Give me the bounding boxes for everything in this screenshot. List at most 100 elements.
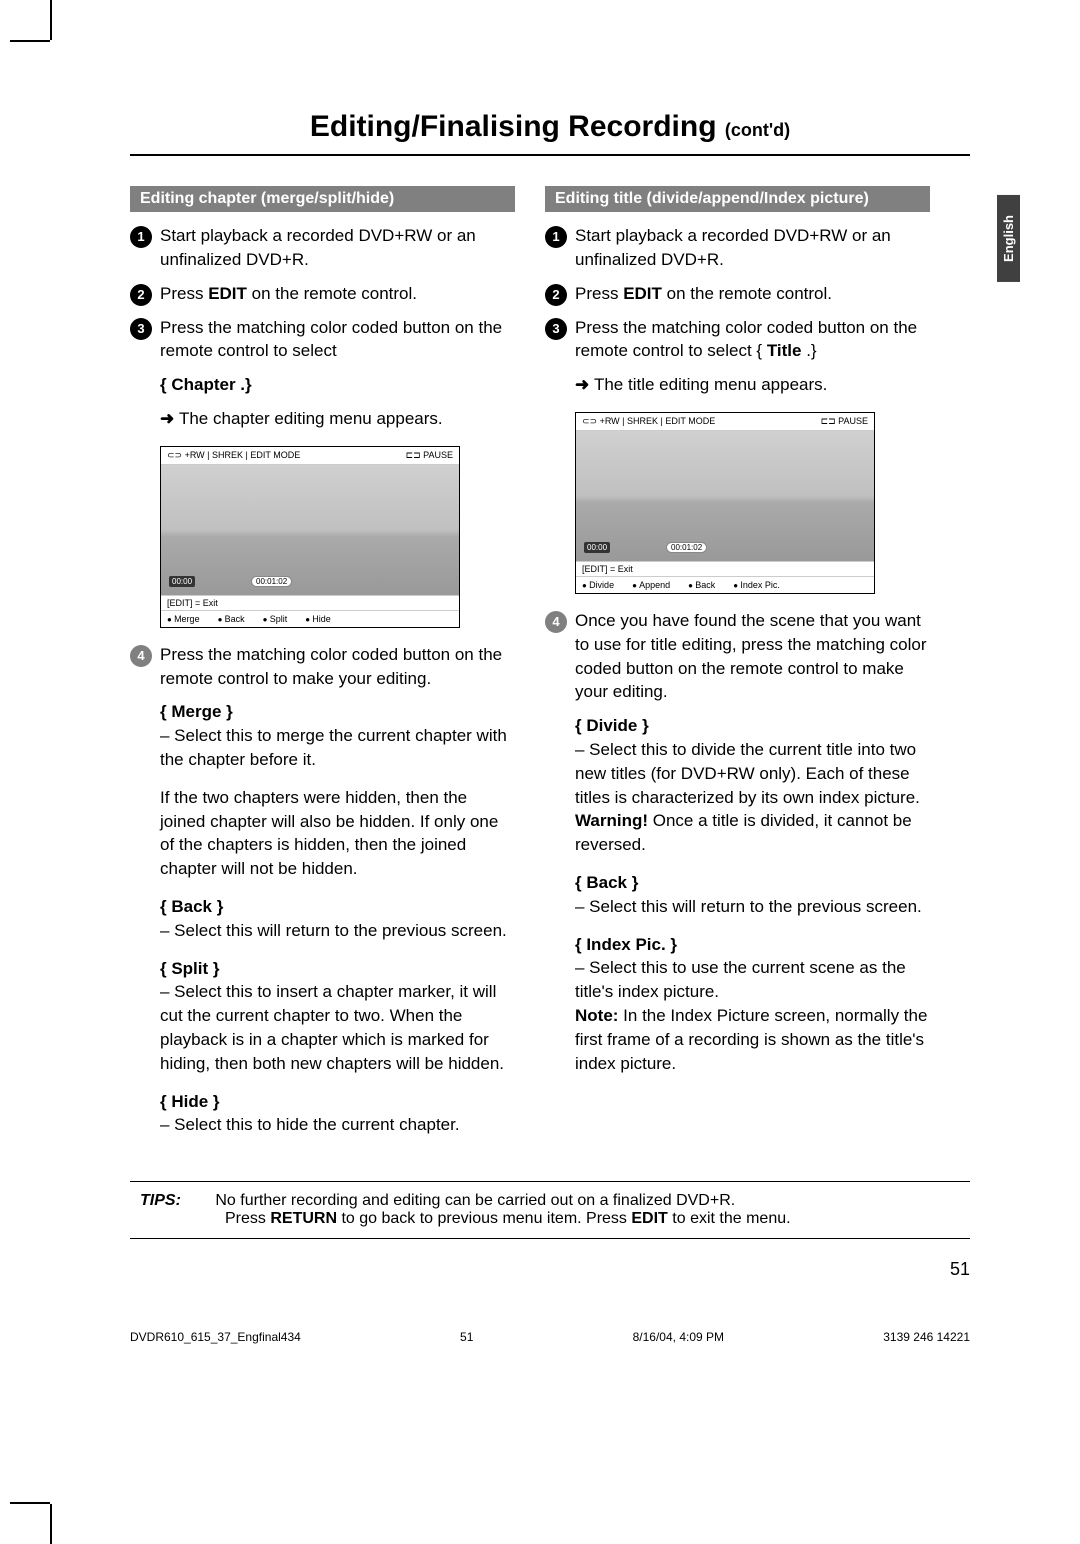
tips-line2: Press RETURN to go back to previous menu… (225, 1210, 791, 1228)
ss-header-right: ⊏⊐ PAUSE (406, 450, 453, 461)
left-column: Editing chapter (merge/split/hide) 1 Sta… (130, 186, 515, 1151)
index-note-bold: Note: (575, 1006, 618, 1025)
tips-box: TIPS: No further recording and editing c… (130, 1181, 970, 1239)
arrow-icon: ➜ (160, 409, 179, 428)
right-step3-post: .} (801, 341, 816, 360)
ss-btn-back-r: Back (688, 580, 715, 590)
left-step-2: 2 Press EDIT on the remote control. (130, 282, 515, 306)
left-step-1: 1 Start playback a recorded DVD+RW or an… (130, 224, 515, 272)
hide-label: { Hide } (160, 1090, 515, 1114)
ss-header-left: ⊂⊃ +RW | SHREK | EDIT MODE (167, 450, 300, 461)
page-number: 51 (50, 1259, 970, 1280)
left-split-block: { Split } – Select this to insert a chap… (160, 957, 515, 1076)
left-step-4: 4 Press the matching color coded button … (130, 643, 515, 691)
right-screenshot: ⊂⊃ +RW | SHREK | EDIT MODE ⊏⊐ PAUSE 00:0… (575, 412, 875, 594)
left-step2-post: on the remote control. (247, 284, 417, 303)
step-number-2-icon: 2 (130, 284, 152, 306)
index-text: – Select this to use the current scene a… (575, 956, 930, 1004)
back-text-left: – Select this will return to the previou… (160, 919, 515, 943)
step-number-2-icon-r: 2 (545, 284, 567, 306)
divide-label: { Divide } (575, 714, 930, 738)
right-step2-bold: EDIT (623, 284, 662, 303)
left-step-2-text: Press EDIT on the remote control. (160, 282, 515, 306)
right-step-2-text: Press EDIT on the remote control. (575, 282, 930, 306)
right-step2-pre: Press (575, 284, 623, 303)
left-step-3-text: Press the matching color coded button on… (160, 316, 515, 364)
right-step2-post: on the remote control. (662, 284, 832, 303)
right-step-4-text: Once you have found the scene that you w… (575, 609, 930, 704)
right-step3-pre: Press the matching color coded button on… (575, 318, 917, 361)
back-text-right: – Select this will return to the previou… (575, 895, 930, 919)
ss-buttons-r: Divide Append Back Index Pic. (576, 576, 874, 593)
right-step-3-text: Press the matching color coded button on… (575, 316, 930, 364)
tips-line2-mid: to go back to previous menu item. Press (337, 1210, 631, 1227)
arrow-icon-r: ➜ (575, 375, 594, 394)
ss-time2-r: 00:01:02 (666, 542, 707, 553)
left-back-block: { Back } – Select this will return to th… (160, 895, 515, 943)
tips-line2-post: to exit the menu. (668, 1210, 791, 1227)
left-section-header: Editing chapter (merge/split/hide) (130, 186, 515, 212)
language-tab: English (997, 195, 1020, 282)
index-note: Note: In the Index Picture screen, norma… (575, 1004, 930, 1075)
right-step-3: 3 Press the matching color coded button … (545, 316, 930, 364)
tips-line1: No further recording and editing can be … (215, 1192, 735, 1209)
merge-label: { Merge } (160, 700, 515, 724)
tips-line2-pre: Press (225, 1210, 270, 1227)
step-number-1-icon: 1 (130, 226, 152, 248)
tips-line2-bold2: EDIT (631, 1210, 667, 1227)
index-label: { Index Pic. } (575, 933, 930, 957)
step-number-4-icon-r: 4 (545, 611, 567, 633)
ss-exit: [EDIT] = Exit (161, 595, 459, 610)
tips-label: TIPS: (140, 1192, 181, 1209)
left-step3-option: { Chapter .} (160, 373, 515, 397)
step-number-3-icon-r: 3 (545, 318, 567, 340)
ss-exit-r: [EDIT] = Exit (576, 561, 874, 576)
left-step3-result-text: The chapter editing menu appears. (179, 409, 443, 428)
ss-btn-split: Split (263, 614, 288, 624)
divide-warn-bold: Warning! (575, 811, 648, 830)
ss-time1-r: 00:00 (584, 542, 610, 553)
left-hide-block: { Hide } – Select this to hide the curre… (160, 1090, 515, 1138)
right-step3-bold: Title (767, 341, 802, 360)
ss-btn-merge: Merge (167, 614, 200, 624)
ss-time1: 00:00 (169, 576, 195, 587)
step-number-4-icon: 4 (130, 645, 152, 667)
ss-btn-hide: Hide (305, 614, 331, 624)
ss-buttons: Merge Back Split Hide (161, 610, 459, 627)
footer-left: DVDR610_615_37_Engfinal434 (130, 1330, 301, 1344)
merge-text: – Select this to merge the current chapt… (160, 724, 515, 772)
tips-line2-bold1: RETURN (270, 1210, 337, 1227)
step-number-1-icon-r: 1 (545, 226, 567, 248)
right-step3-result: ➜ The title editing menu appears. (575, 373, 930, 397)
left-step2-bold: EDIT (208, 284, 247, 303)
divide-warning: Warning! Once a title is divided, it can… (575, 809, 930, 857)
right-step-1-text: Start playback a recorded DVD+RW or an u… (575, 224, 930, 272)
left-screenshot: ⊂⊃ +RW | SHREK | EDIT MODE ⊏⊐ PAUSE 00:0… (160, 446, 460, 628)
step-number-3-icon: 3 (130, 318, 152, 340)
right-column: Editing title (divide/append/Index pictu… (545, 186, 930, 1151)
footer-date: 8/16/04, 4:09 PM (633, 1330, 724, 1344)
ss-header-left-r: ⊂⊃ +RW | SHREK | EDIT MODE (582, 416, 715, 427)
footer-line: DVDR610_615_37_Engfinal434 51 8/16/04, 4… (130, 1330, 970, 1344)
ss-time2: 00:01:02 (251, 576, 292, 587)
ss-header: ⊂⊃ +RW | SHREK | EDIT MODE ⊏⊐ PAUSE (161, 447, 459, 465)
ss-btn-divide: Divide (582, 580, 614, 590)
left-step-3: 3 Press the matching color coded button … (130, 316, 515, 364)
index-note-text: In the Index Picture screen, normally th… (575, 1006, 927, 1073)
left-step-4-text: Press the matching color coded button on… (160, 643, 515, 691)
right-step-4: 4 Once you have found the scene that you… (545, 609, 930, 704)
back-label-left: { Back } (160, 895, 515, 919)
ss-header-r: ⊂⊃ +RW | SHREK | EDIT MODE ⊏⊐ PAUSE (576, 413, 874, 431)
ss-btn-back: Back (218, 614, 245, 624)
right-section-header: Editing title (divide/append/Index pictu… (545, 186, 930, 212)
left-step-1-text: Start playback a recorded DVD+RW or an u… (160, 224, 515, 272)
left-step3-result: ➜ The chapter editing menu appears. (160, 407, 515, 431)
left-merge-block: { Merge } – Select this to merge the cur… (160, 700, 515, 771)
divide-text: – Select this to divide the current titl… (575, 738, 930, 809)
right-back-block: { Back } – Select this will return to th… (575, 871, 930, 919)
right-step-2: 2 Press EDIT on the remote control. (545, 282, 930, 306)
right-step-1: 1 Start playback a recorded DVD+RW or an… (545, 224, 930, 272)
right-step3-result-text: The title editing menu appears. (594, 375, 827, 394)
left-step2-pre: Press (160, 284, 208, 303)
right-divide-block: { Divide } – Select this to divide the c… (575, 714, 930, 857)
